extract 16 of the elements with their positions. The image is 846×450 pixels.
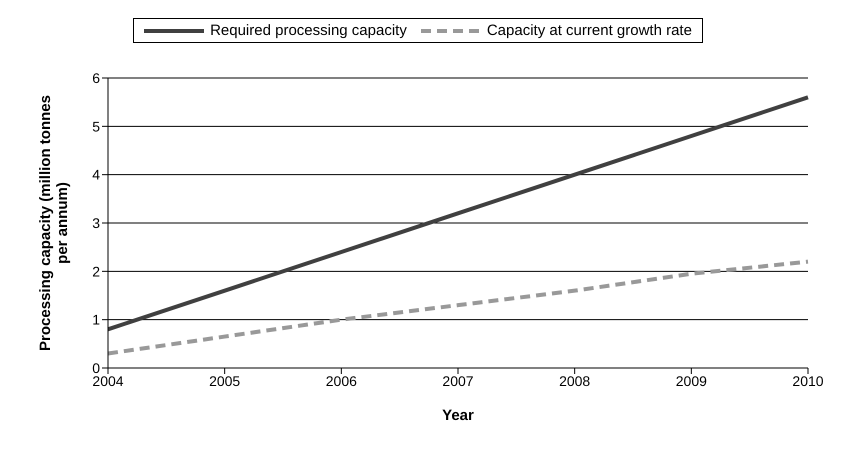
y-tick-label: 3 [92,214,100,231]
x-tick-label: 2007 [442,372,474,389]
x-tick-label: 2009 [676,372,708,389]
x-tick-label: 2010 [792,372,824,389]
y-axis-title: Processing capacity (million tonnes per annum) [37,95,71,351]
x-tick-label: 2006 [326,372,358,389]
x-tick-label: 2005 [209,372,240,389]
y-tick-label: 1 [92,312,100,328]
y-tick-label: 2 [92,263,100,280]
y-tick-label: 5 [92,118,100,134]
legend-label: Capacity at current growth rate [486,22,692,39]
legend-label: Required processing capacity [210,22,407,39]
x-axis-title: Year [442,407,474,424]
x-tick-label: 2008 [559,372,590,389]
y-tick-label: 6 [92,70,100,86]
y-tick-label: 4 [92,166,100,183]
